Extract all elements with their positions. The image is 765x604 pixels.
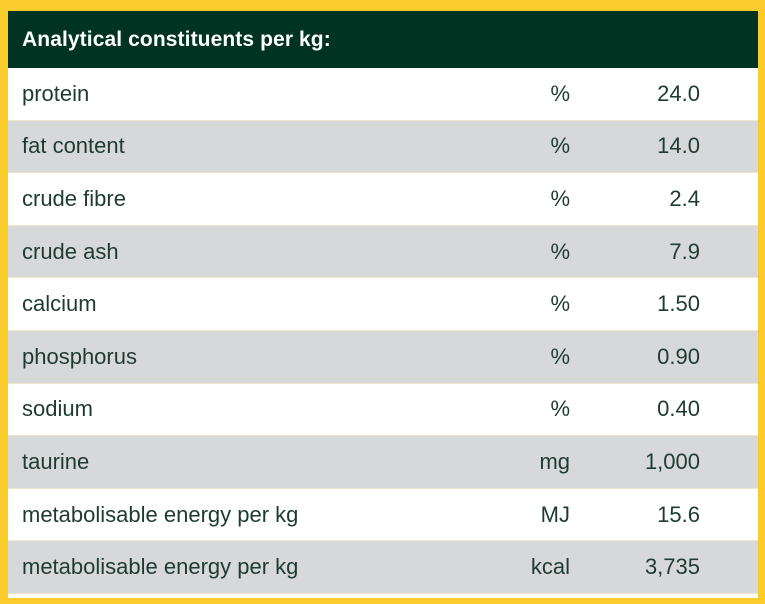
constituent-unit: MJ [540, 501, 570, 527]
constituent-value: 14.0 [657, 133, 700, 159]
table-row: metabolisable energy per kg MJ 15.6 [8, 489, 758, 542]
constituent-value: 7.9 [669, 238, 700, 264]
table-body: protein % 24.0 fat content % 14.0 crude … [8, 68, 758, 594]
constituent-value: 24.0 [657, 80, 700, 106]
constituent-value: 2.4 [669, 185, 700, 211]
constituent-unit: kcal [530, 554, 570, 580]
constituents-table: Analytical constituents per kg: protein … [8, 11, 758, 598]
constituent-value: 3,735 [644, 554, 700, 580]
constituent-unit: % [550, 185, 570, 211]
constituent-name: phosphorus [22, 343, 137, 369]
constituent-unit: % [550, 396, 570, 422]
constituent-name: fat content [22, 133, 125, 159]
table-row: crude fibre % 2.4 [8, 173, 758, 226]
table-row: taurine mg 1,000 [8, 436, 758, 489]
table-row: sodium % 0.40 [8, 384, 758, 437]
constituent-value: 0.40 [657, 396, 700, 422]
constituent-value: 1.50 [657, 291, 700, 317]
constituent-unit: % [550, 80, 570, 106]
constituent-name: protein [22, 80, 90, 106]
constituent-value: 0.90 [657, 343, 700, 369]
constituent-unit: % [550, 291, 570, 317]
table-row: crude ash % 7.9 [8, 225, 758, 279]
table-title: Analytical constituents per kg: [8, 11, 758, 68]
constituent-value: 15.6 [657, 501, 700, 527]
constituent-unit: mg [539, 448, 570, 474]
constituent-name: sodium [22, 396, 93, 422]
table-row: calcium % 1.50 [8, 278, 758, 331]
constituent-name: metabolisable energy per kg [22, 501, 299, 527]
table-row: protein % 24.0 [8, 68, 758, 121]
constituent-unit: % [550, 133, 570, 159]
constituent-unit: % [550, 343, 570, 369]
constituent-unit: % [550, 238, 570, 264]
constituent-name: metabolisable energy per kg [22, 554, 299, 580]
table-row: phosphorus % 0.90 [8, 330, 758, 384]
table-row: fat content % 14.0 [8, 120, 758, 174]
table-row: metabolisable energy per kg kcal 3,735 [8, 541, 758, 594]
constituent-name: crude fibre [22, 185, 126, 211]
constituent-name: calcium [22, 291, 97, 317]
constituent-name: crude ash [22, 238, 119, 264]
constituent-name: taurine [22, 448, 90, 474]
constituent-value: 1,000 [644, 448, 700, 474]
